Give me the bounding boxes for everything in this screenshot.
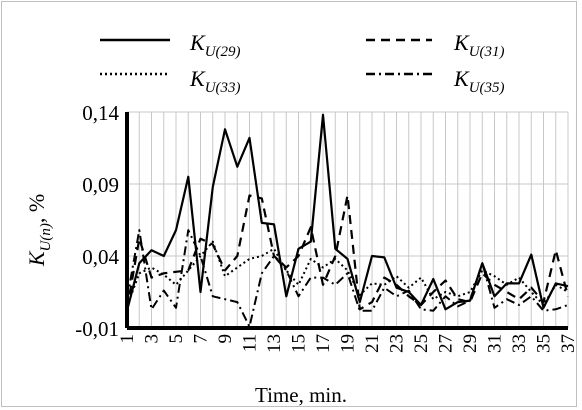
- x-tick-label: 37: [558, 334, 579, 353]
- x-tick-label: 11: [240, 334, 261, 352]
- legend-item: KU(33): [100, 66, 241, 96]
- y-axis-label-subscript: U(n): [38, 223, 54, 251]
- series-line-u35: [126, 229, 569, 328]
- legend: KU(29) KU(31) KU(33) KU(35): [100, 30, 505, 96]
- y-axis-label: KU(n), %: [24, 194, 54, 267]
- y-tick-label: 0,14: [82, 101, 119, 125]
- x-tick-label: 9: [215, 334, 236, 344]
- series-line-u31: [125, 194, 570, 311]
- x-tick-label: 21: [362, 334, 383, 353]
- y-tick-label: -0,01: [75, 317, 119, 341]
- x-tick-label: 29: [460, 334, 481, 353]
- x-tick-label: 33: [509, 334, 530, 353]
- axes: [125, 112, 568, 330]
- legend-label: KU(31): [453, 30, 505, 60]
- legend-label: KU(33): [189, 66, 241, 96]
- x-tick-label: 15: [289, 334, 310, 353]
- x-tick-labels: 1 3 5 7 9 11 13 15 17 19 21 23 25 27 29 31 33 35 37: [117, 334, 579, 353]
- x-tick-label: 23: [387, 334, 408, 353]
- x-tick-label: 19: [338, 334, 359, 353]
- legend-item: KU(31): [366, 30, 505, 60]
- legend-label: KU(35): [453, 66, 505, 96]
- x-tick-label: 1: [117, 334, 138, 344]
- y-tick-label: 0,04: [82, 245, 119, 269]
- x-tick-label: 27: [436, 334, 457, 353]
- y-axis-label-main: K: [24, 250, 49, 267]
- x-tick-label: 7: [191, 334, 212, 344]
- x-tick-label: 35: [534, 334, 555, 353]
- legend-label: KU(29): [189, 30, 241, 60]
- x-tick-label: 17: [313, 334, 334, 353]
- series-line-u29: [125, 113, 569, 311]
- series-line-u33: [126, 240, 569, 307]
- y-tick-labels: 0,14 0,09 0,04 -0,01: [75, 101, 119, 341]
- x-tick-label: 5: [166, 334, 187, 344]
- x-axis-label: Time, min.: [255, 383, 347, 407]
- y-tick-label: 0,09: [82, 173, 119, 197]
- x-tick-label: 31: [485, 334, 506, 353]
- legend-item: KU(35): [366, 66, 505, 96]
- legend-item: KU(29): [100, 30, 241, 60]
- y-axis-label-suffix: , %: [24, 194, 49, 223]
- x-tick-label: 3: [142, 334, 163, 344]
- series-lines: [125, 113, 570, 328]
- x-tick-label: 13: [264, 334, 285, 353]
- x-tick-label: 25: [411, 334, 432, 353]
